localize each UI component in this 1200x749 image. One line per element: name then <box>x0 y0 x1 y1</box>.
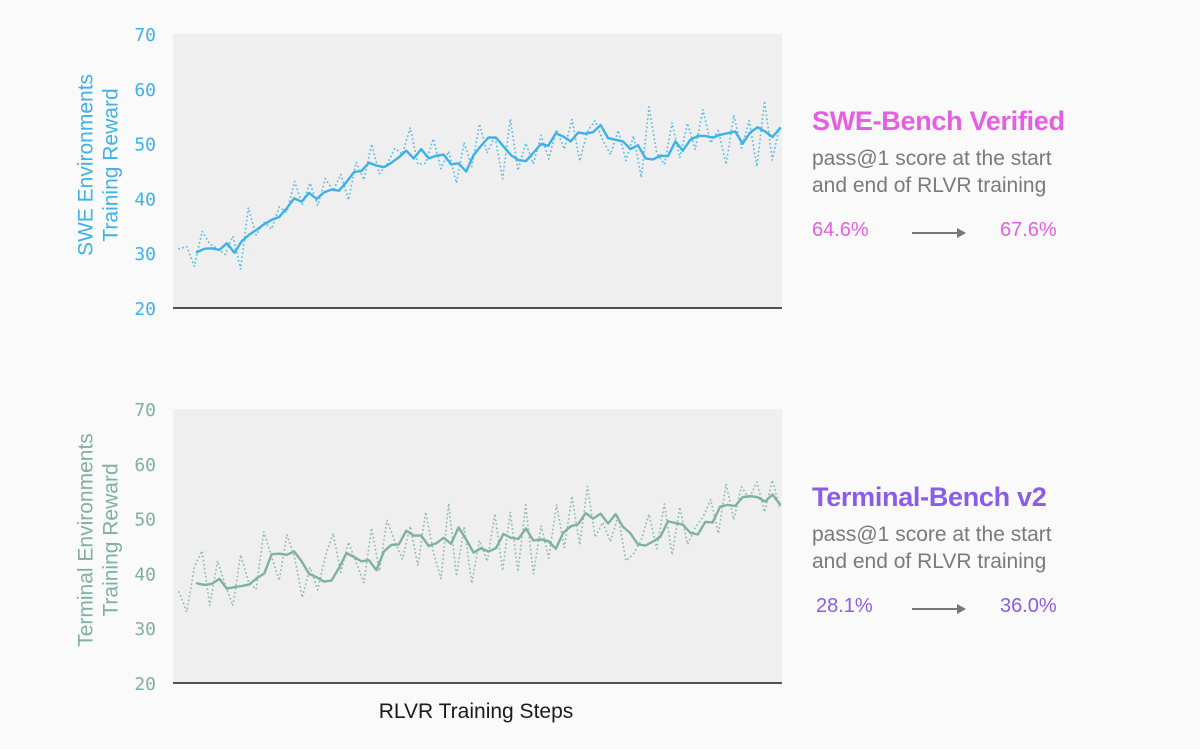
terminal-series-smoothed <box>195 493 782 590</box>
swe-bench-desc-line1: pass@1 score at the start <box>812 147 1052 170</box>
terminal-y-tick-label: 40 <box>134 564 156 585</box>
terminal-bench-description: pass@1 score at the start and end of RLV… <box>812 521 1052 575</box>
terminal-bench-start-score: 28.1% <box>816 595 873 617</box>
terminal-y-axis-title-line: Terminal Environments <box>75 433 98 647</box>
swe-bench-score-row: 64.6% 67.6% <box>812 219 1065 247</box>
swe-y-tick-label: 50 <box>134 135 156 156</box>
terminal-y-tick-label: 50 <box>134 510 156 531</box>
swe-series-smoothed <box>195 123 782 254</box>
terminal-bench-panel: Terminal-Bench v2 pass@1 score at the st… <box>812 482 1057 623</box>
arrow-right-icon <box>912 604 966 614</box>
terminal-y-tick-label: 30 <box>134 619 156 640</box>
swe-y-tick-label: 70 <box>134 25 156 46</box>
x-axis-label: RLVR Training Steps <box>378 700 574 723</box>
swe-bench-panel: SWE-Bench Verified pass@1 score at the s… <box>812 108 1065 247</box>
terminal-y-tick-label: 70 <box>134 400 156 421</box>
terminal-bench-end-score: 36.0% <box>1000 595 1057 617</box>
swe-y-tick-label: 60 <box>134 80 156 101</box>
terminal-y-axis-title-line: Training Reward <box>100 463 123 616</box>
swe-plot-area <box>173 34 782 308</box>
terminal-plot-area <box>173 409 782 683</box>
swe-bench-description: pass@1 score at the start and end of RLV… <box>812 145 1065 199</box>
swe-bench-title: SWE-Bench Verified <box>812 106 1065 136</box>
swe-y-axis-title-line: SWE Environments <box>75 74 98 256</box>
swe-y-axis-title-line: Training Reward <box>100 88 123 241</box>
swe-y-tick-label: 30 <box>134 244 156 265</box>
terminal-bench-desc-line2: and end of RLVR training <box>812 550 1047 573</box>
swe-bench-start-score: 64.6% <box>812 219 869 241</box>
terminal-y-tick-label: 60 <box>134 455 156 476</box>
terminal-bench-title: Terminal-Bench v2 <box>812 482 1047 512</box>
swe-bench-end-score: 67.6% <box>1000 219 1057 241</box>
swe-series-raw <box>178 100 781 271</box>
swe-y-tick-label: 20 <box>134 299 156 320</box>
swe-bench-desc-line2: and end of RLVR training <box>812 174 1047 197</box>
swe-y-tick-label: 40 <box>134 189 156 210</box>
terminal-y-tick-label: 20 <box>134 674 156 695</box>
terminal-bench-score-row: 28.1% 36.0% <box>812 595 1057 623</box>
arrow-right-icon <box>912 228 966 238</box>
terminal-series-raw <box>178 479 781 613</box>
swe-y-axis-title: SWE Environments Training Reward <box>75 74 123 256</box>
terminal-bench-desc-line1: pass@1 score at the start <box>812 523 1052 546</box>
terminal-y-axis-title: Terminal Environments Training Reward <box>75 433 123 647</box>
